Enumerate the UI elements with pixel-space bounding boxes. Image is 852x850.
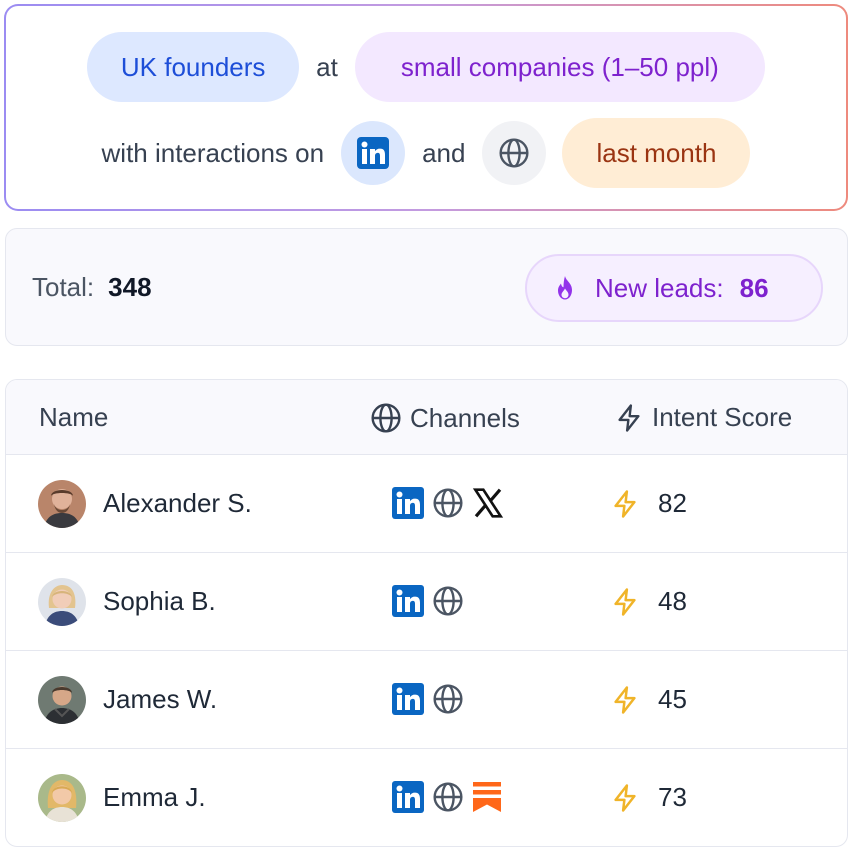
- new-leads-count: 86: [739, 272, 769, 303]
- total-value: 348: [108, 272, 152, 302]
- query-row-2: with interactions on and last month: [6, 118, 846, 188]
- segment-pill[interactable]: UK founders: [87, 32, 300, 102]
- linkedin-icon: [392, 683, 424, 715]
- lead-channels: [392, 683, 472, 715]
- linkedin-icon: [392, 781, 424, 813]
- table-row[interactable]: Sophia B. 48: [6, 553, 847, 651]
- query-row-1: UK founders at small companies (1–50 ppl…: [6, 32, 846, 102]
- globe-icon: [432, 683, 464, 715]
- column-header-name-label: Name: [39, 402, 109, 432]
- total-label: Total:: [32, 272, 95, 302]
- table-row[interactable]: Emma J. 73: [6, 749, 847, 846]
- totals-card: Total: 348 New leads: 86: [5, 228, 848, 346]
- web-channel-chip[interactable]: [482, 121, 547, 185]
- intent-score-value: 48: [658, 586, 687, 616]
- lead-name: Sophia B.: [103, 586, 216, 616]
- new-leads-label: New leads:: [595, 272, 724, 303]
- avatar: [38, 578, 86, 626]
- table-header: Name Channels Intent Score: [6, 380, 847, 455]
- globe-icon: [432, 487, 464, 519]
- lead-name: James W.: [103, 684, 218, 714]
- intent-score-value: 82: [658, 488, 687, 518]
- query-card: UK founders at small companies (1–50 ppl…: [4, 4, 848, 211]
- lead-name: Alexander S.: [103, 488, 252, 518]
- linkedin-icon: [357, 137, 390, 169]
- linkedin-icon: [392, 487, 424, 519]
- avatar: [38, 480, 86, 528]
- column-header-channels-label: Channels: [410, 402, 520, 433]
- lead-name: Emma J.: [103, 782, 206, 812]
- column-header-name[interactable]: Name: [39, 402, 108, 433]
- bolt-icon: [618, 403, 640, 432]
- substack-icon: [472, 781, 502, 813]
- bolt-icon: [610, 587, 640, 617]
- new-leads-button[interactable]: New leads: 86: [525, 254, 823, 322]
- intent-score-value: 73: [658, 782, 687, 812]
- globe-icon: [432, 585, 464, 617]
- intent-score: 82: [610, 488, 687, 519]
- intent-score: 48: [610, 586, 687, 617]
- lead-channels: [392, 487, 512, 519]
- fire-icon: [553, 275, 577, 301]
- total-count: Total: 348: [32, 272, 152, 303]
- lead-channels: [392, 585, 472, 617]
- company-size-pill[interactable]: small companies (1–50 ppl): [354, 32, 765, 102]
- intent-score-value: 45: [658, 684, 687, 714]
- connector-at: at: [316, 51, 338, 82]
- connector-interactions: with interactions on: [101, 137, 325, 168]
- avatar: [38, 774, 86, 822]
- x-icon: [472, 487, 504, 519]
- column-header-intent-label: Intent Score: [652, 402, 793, 432]
- globe-icon: [432, 781, 464, 813]
- avatar: [38, 676, 86, 724]
- bolt-icon: [610, 685, 640, 715]
- leads-table: Name Channels Intent Score: [5, 379, 848, 847]
- lead-channels: [392, 781, 510, 813]
- globe-icon: [499, 138, 530, 168]
- bolt-icon: [610, 783, 640, 813]
- table-row[interactable]: Alexander S. 82: [6, 455, 847, 553]
- linkedin-icon: [392, 585, 424, 617]
- intent-score: 73: [610, 782, 687, 813]
- column-header-channels[interactable]: Channels: [370, 402, 520, 434]
- column-header-intent[interactable]: Intent Score: [614, 402, 792, 433]
- query-inner: UK founders at small companies (1–50 ppl…: [6, 6, 846, 209]
- intent-score: 45: [610, 684, 687, 715]
- linkedin-channel-chip[interactable]: [341, 121, 406, 185]
- timeframe-pill[interactable]: last month: [562, 118, 751, 188]
- connector-and: and: [422, 137, 466, 168]
- bolt-icon: [610, 489, 640, 519]
- table-row[interactable]: James W. 45: [6, 651, 847, 749]
- globe-icon: [371, 403, 401, 433]
